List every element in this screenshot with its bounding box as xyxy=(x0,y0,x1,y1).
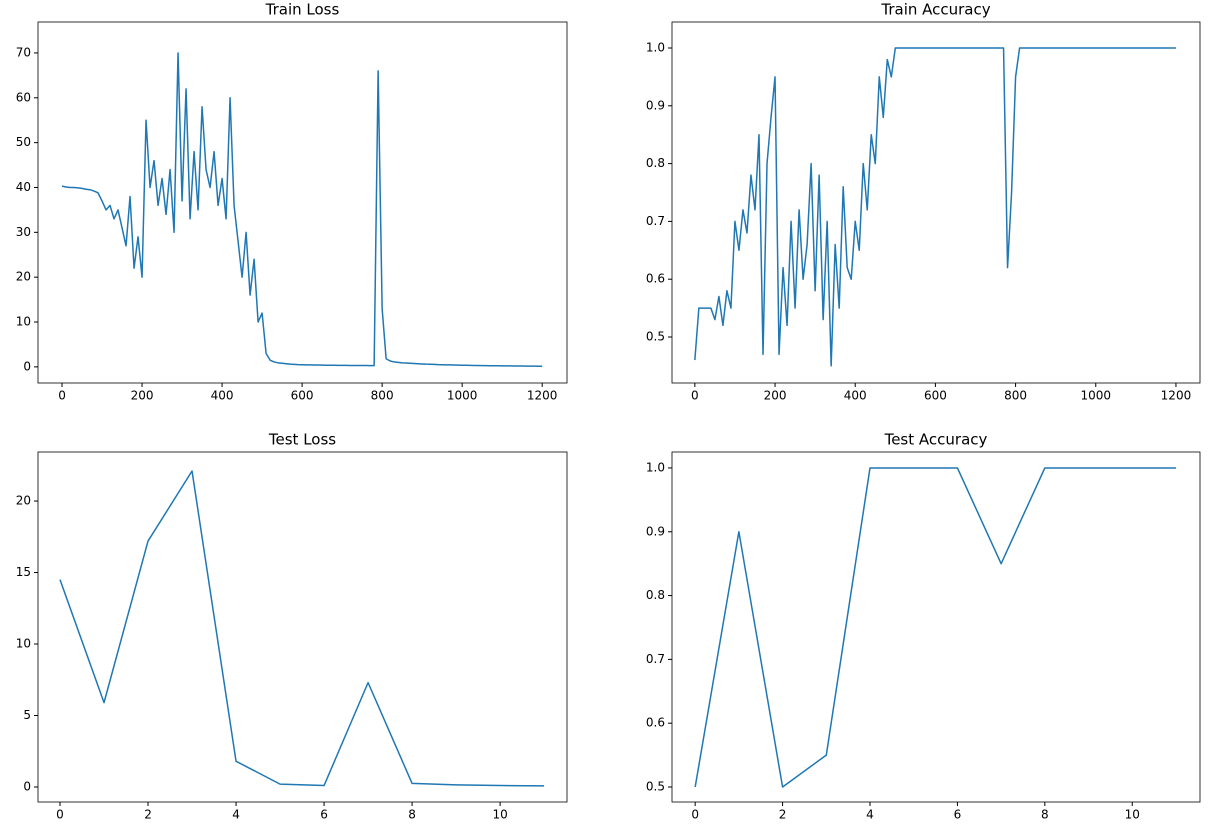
y-tick-label: 0.9 xyxy=(646,524,665,538)
plot-frame xyxy=(671,21,1201,384)
x-tick-label: 10 xyxy=(492,808,507,822)
plot-frame xyxy=(671,451,1201,803)
x-tick-label: 0 xyxy=(691,389,699,403)
x-tick-label: 1200 xyxy=(1161,389,1192,403)
data-line xyxy=(694,467,1176,788)
chart-title: Test Accuracy xyxy=(884,431,988,449)
x-tick-label: 8 xyxy=(1041,808,1049,822)
chart-title: Test Loss xyxy=(268,431,336,449)
y-tick-label: 50 xyxy=(16,135,31,149)
x-tick-label: 8 xyxy=(408,808,416,822)
data-line xyxy=(694,47,1176,367)
x-tick-label: 400 xyxy=(844,389,867,403)
y-tick-label: 1.0 xyxy=(646,41,665,55)
y-tick-label: 0.6 xyxy=(646,272,665,286)
x-tick-label: 600 xyxy=(291,389,314,403)
y-tick-label: 10 xyxy=(16,637,31,651)
x-tick-label: 1000 xyxy=(1080,389,1111,403)
x-tick-label: 800 xyxy=(1004,389,1027,403)
y-tick-label: 0.5 xyxy=(646,329,665,343)
y-tick-label: 20 xyxy=(16,270,31,284)
chart-title: Train Loss xyxy=(265,1,340,19)
y-tick-label: 1.0 xyxy=(646,460,665,474)
x-tick-label: 0 xyxy=(56,808,64,822)
y-tick-label: 40 xyxy=(16,180,31,194)
x-tick-label: 1200 xyxy=(527,389,558,403)
x-tick-label: 6 xyxy=(954,808,962,822)
x-tick-label: 6 xyxy=(320,808,328,822)
x-tick-label: 200 xyxy=(764,389,787,403)
y-tick-label: 0.7 xyxy=(646,652,665,666)
y-tick-label: 0.6 xyxy=(646,716,665,730)
y-tick-label: 10 xyxy=(16,315,31,329)
x-tick-label: 0 xyxy=(691,808,699,822)
y-tick-label: 0.5 xyxy=(646,780,665,794)
plot-frame xyxy=(37,451,568,803)
chart-title: Train Accuracy xyxy=(880,1,990,19)
y-tick-label: 0.9 xyxy=(646,98,665,112)
x-tick-label: 2 xyxy=(779,808,787,822)
data-line xyxy=(59,470,545,787)
x-tick-label: 200 xyxy=(131,389,154,403)
y-tick-label: 0.8 xyxy=(646,156,665,170)
x-tick-label: 4 xyxy=(232,808,240,822)
x-tick-label: 600 xyxy=(924,389,947,403)
x-tick-label: 1000 xyxy=(447,389,478,403)
y-tick-label: 0.7 xyxy=(646,214,665,228)
x-tick-label: 400 xyxy=(211,389,234,403)
y-tick-label: 0 xyxy=(23,779,31,793)
x-tick-label: 10 xyxy=(1125,808,1140,822)
y-tick-label: 15 xyxy=(16,565,31,579)
x-tick-label: 2 xyxy=(144,808,152,822)
plot-frame xyxy=(37,21,568,384)
x-tick-label: 4 xyxy=(866,808,874,822)
y-tick-label: 60 xyxy=(16,90,31,104)
data-line xyxy=(61,52,543,368)
y-tick-label: 5 xyxy=(23,708,31,722)
y-tick-label: 0.8 xyxy=(646,588,665,602)
y-tick-label: 20 xyxy=(16,494,31,508)
x-tick-label: 0 xyxy=(58,389,66,403)
y-tick-label: 70 xyxy=(16,45,31,59)
x-tick-label: 800 xyxy=(371,389,394,403)
y-tick-label: 30 xyxy=(16,225,31,239)
y-tick-label: 0 xyxy=(23,359,31,373)
